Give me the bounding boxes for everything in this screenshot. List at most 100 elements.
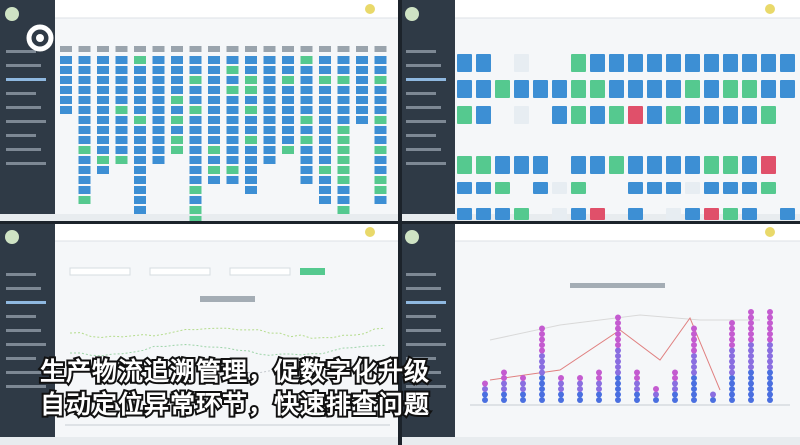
menu-item [406,64,441,67]
card [666,80,681,98]
block [226,86,239,94]
block [226,136,239,144]
block [374,136,387,144]
block [374,106,387,114]
block [78,96,91,104]
dot [520,386,526,392]
card [723,156,738,174]
dot [748,364,754,370]
dot [539,375,545,381]
dot [615,314,621,321]
block [60,86,72,94]
block [189,196,202,204]
dot [653,386,659,392]
top-avatar [765,4,775,14]
block [319,176,331,184]
dot [615,391,621,398]
card [761,80,776,98]
block [134,146,146,154]
taskbar [400,437,800,445]
dot [729,375,735,381]
dot [710,397,716,403]
dot [729,320,735,326]
card [571,106,586,124]
block [97,166,109,174]
dot [501,397,507,403]
series-line [69,361,386,374]
block [134,76,146,84]
menu-item [6,357,36,360]
dot [729,358,735,365]
card [761,182,776,194]
dot [767,331,773,337]
card [476,208,491,220]
card [476,106,491,124]
block [337,116,350,124]
block [171,126,183,134]
card [609,156,624,174]
dot [577,386,583,392]
block [189,136,202,144]
block [226,176,239,184]
card [723,182,738,194]
dot [729,342,735,348]
block [226,166,239,174]
block [115,136,128,144]
dot [767,309,773,315]
card [704,54,719,72]
dot [691,342,697,348]
block [226,106,239,114]
block [337,206,350,214]
logo-dot [36,34,44,42]
dot [729,397,735,403]
dot [672,375,678,381]
dot [691,353,697,359]
block [356,66,368,74]
block [337,136,350,144]
block [78,176,91,184]
card [666,156,681,174]
dot [748,309,754,315]
column-header [152,46,165,52]
block [115,66,128,74]
block [337,176,350,184]
card [685,182,700,194]
card [590,80,605,98]
block [60,56,72,64]
block [152,136,165,144]
block [97,126,109,134]
dot [539,386,545,392]
block [78,116,91,124]
card [647,156,662,174]
block [263,156,276,164]
block [152,106,165,114]
block [189,116,202,124]
menu-item [6,273,36,276]
block [208,156,220,164]
block [282,86,294,94]
card [666,208,681,220]
dot [767,325,773,332]
dot [748,314,754,321]
block [134,136,146,144]
card [628,106,643,124]
dot [539,331,545,337]
block [374,146,387,154]
dot [539,353,545,359]
card [495,182,510,194]
block [208,76,220,84]
card [628,80,643,98]
block [337,56,350,64]
dot [672,380,678,387]
column-header [60,46,72,52]
filter-box [69,267,131,276]
menu-item [406,273,436,276]
block [208,96,220,104]
block [319,196,331,204]
block [60,76,72,84]
top-bar [0,0,400,18]
card [571,80,586,98]
dot [577,375,583,381]
column-header [337,46,350,52]
block [374,96,387,104]
